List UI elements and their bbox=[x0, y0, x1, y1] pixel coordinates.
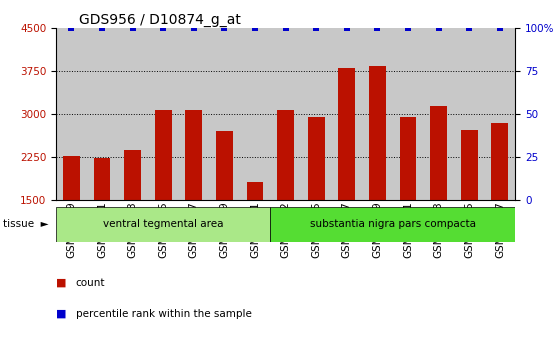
Point bbox=[281, 25, 290, 30]
Bar bbox=[332, 28, 362, 200]
Point bbox=[434, 25, 443, 30]
Bar bbox=[56, 28, 87, 200]
Text: ventral tegmental area: ventral tegmental area bbox=[103, 219, 223, 229]
Bar bbox=[308, 117, 325, 200]
Text: tissue  ►: tissue ► bbox=[3, 219, 48, 229]
Point bbox=[189, 25, 198, 30]
Point bbox=[158, 25, 167, 30]
Bar bbox=[209, 28, 240, 200]
Point bbox=[128, 25, 137, 30]
Bar bbox=[484, 28, 515, 200]
Bar bbox=[63, 156, 80, 200]
Bar bbox=[117, 28, 148, 200]
Bar bbox=[454, 28, 484, 200]
Bar bbox=[155, 110, 171, 200]
Bar bbox=[240, 28, 270, 200]
Bar bbox=[277, 110, 294, 200]
Text: substantia nigra pars compacta: substantia nigra pars compacta bbox=[310, 219, 476, 229]
Bar bbox=[246, 182, 263, 200]
Point bbox=[465, 25, 474, 30]
Bar bbox=[301, 28, 332, 200]
Bar bbox=[423, 28, 454, 200]
Point bbox=[342, 25, 351, 30]
Bar bbox=[430, 106, 447, 200]
Bar bbox=[87, 28, 117, 200]
Bar bbox=[185, 110, 202, 200]
Bar bbox=[270, 207, 515, 242]
Text: ■: ■ bbox=[56, 309, 67, 319]
Point bbox=[312, 25, 321, 30]
Point bbox=[97, 25, 106, 30]
Bar bbox=[216, 131, 233, 200]
Bar bbox=[56, 207, 270, 242]
Point bbox=[404, 25, 413, 30]
Bar bbox=[492, 123, 508, 200]
Point bbox=[220, 25, 229, 30]
Bar bbox=[393, 28, 423, 200]
Bar bbox=[148, 28, 179, 200]
Point bbox=[250, 25, 259, 30]
Text: GDS956 / D10874_g_at: GDS956 / D10874_g_at bbox=[79, 12, 241, 27]
Point bbox=[373, 25, 382, 30]
Text: count: count bbox=[76, 278, 105, 288]
Bar bbox=[400, 117, 417, 200]
Bar bbox=[362, 28, 393, 200]
Bar bbox=[461, 130, 478, 200]
Bar bbox=[124, 149, 141, 200]
Point bbox=[496, 25, 505, 30]
Point bbox=[67, 25, 76, 30]
Bar bbox=[179, 28, 209, 200]
Bar bbox=[270, 28, 301, 200]
Text: ■: ■ bbox=[56, 278, 67, 288]
Bar bbox=[338, 68, 355, 200]
Bar bbox=[369, 66, 386, 200]
Text: percentile rank within the sample: percentile rank within the sample bbox=[76, 309, 251, 319]
Bar bbox=[94, 158, 110, 200]
